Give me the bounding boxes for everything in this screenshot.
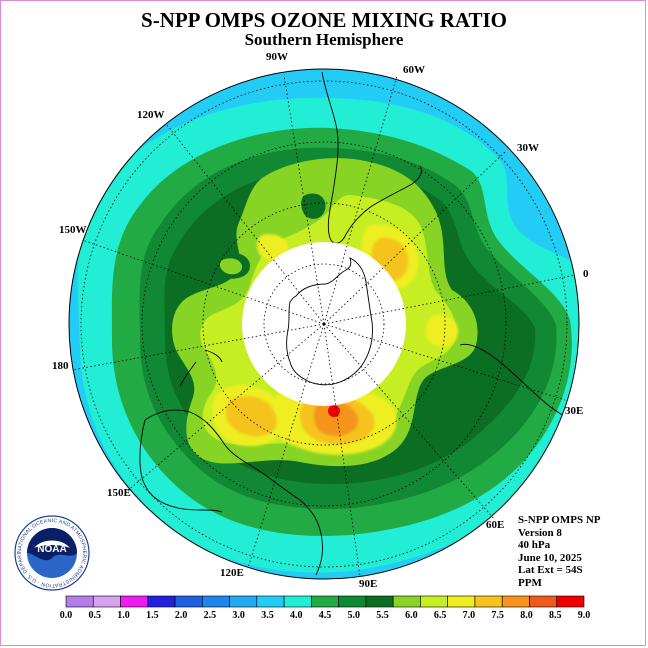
- colorbar-swatch: [65, 595, 94, 608]
- colorbar-swatch: [120, 595, 149, 608]
- colorbar-swatch: [365, 595, 394, 608]
- contour-6-0: [219, 258, 242, 275]
- colorbar-swatch: [92, 595, 121, 608]
- colorbar-tick-label: 5.5: [376, 610, 389, 621]
- colorbar-tick-label: 8.0: [520, 610, 533, 621]
- colorbar-swatch: [392, 595, 421, 608]
- colorbar-tick-label: 6.0: [405, 610, 418, 621]
- product-info: S-NPP OMPS NP Version 8 40 hPa June 10, …: [518, 514, 601, 589]
- colorbar-swatch: [529, 595, 558, 608]
- lon-label-120w: 120W: [137, 109, 165, 121]
- lon-label-60w: 60W: [403, 64, 425, 76]
- lon-label-60e: 60E: [486, 519, 504, 531]
- lon-label-90e: 90E: [359, 578, 377, 590]
- contour-7-5: [226, 396, 277, 437]
- colorbar-swatch: [229, 595, 258, 608]
- lon-label-30w: 30W: [517, 142, 539, 154]
- contour-8-0: [314, 400, 359, 436]
- antarctica-coastline: [286, 257, 373, 386]
- colorbar-swatch: [256, 595, 285, 608]
- lon-label-0: 0: [583, 268, 589, 280]
- info-lat-ext: Lat Ext = 54S: [518, 564, 583, 576]
- map-border: [68, 68, 580, 580]
- graticule: [71, 74, 576, 577]
- colorbar-tick-label: 0.5: [89, 610, 102, 621]
- lon-label-30e: 30E: [565, 405, 583, 417]
- colorbar-swatch: [501, 595, 530, 608]
- south-pole-marker: [322, 322, 326, 326]
- map-subtitle: Southern Hemisphere: [244, 30, 404, 49]
- colorbar-swatch: [147, 595, 176, 608]
- colorbar-tick-label: 4.5: [319, 610, 332, 621]
- colorbar-swatch: [447, 595, 476, 608]
- colorbar-swatch: [338, 595, 367, 608]
- lon-label-120e: 120E: [220, 567, 244, 579]
- info-pressure: 40 hPa: [518, 539, 551, 551]
- colorbar-swatch: [174, 595, 203, 608]
- colorbar-swatch: [311, 595, 339, 608]
- colorbar-swatch: [474, 595, 503, 608]
- colorbar-tick-label: 9.0: [578, 610, 591, 621]
- colorbar-swatch: [556, 595, 585, 608]
- colorbar-swatch: [420, 595, 448, 608]
- colorbar-tick-label: 1.5: [146, 610, 159, 621]
- longitude-labels: 90W 60W 120W 30W 150W 0 180 30E 150E 60E…: [52, 51, 589, 590]
- colorbar-tick-label: 2.5: [204, 610, 217, 621]
- lon-label-150w: 150W: [59, 224, 87, 236]
- colorbar-tick-label: 6.5: [434, 610, 447, 621]
- lon-label-150e: 150E: [107, 487, 131, 499]
- colorbar-tick-label: 4.0: [290, 610, 303, 621]
- lon-label-90w: 90W: [266, 51, 288, 63]
- colorbar-tick-label: 3.0: [232, 610, 245, 621]
- contour-8-5: [328, 405, 340, 417]
- noaa-logo-text: NOAA: [37, 544, 66, 555]
- colorbar-tick-label: 3.5: [261, 610, 274, 621]
- colorbar-swatch: [202, 595, 230, 608]
- map-title: S-NPP OMPS OZONE MIXING RATIO: [141, 8, 507, 32]
- info-units: PPM: [518, 576, 542, 589]
- colorbar-tick-label: 2.0: [175, 610, 188, 621]
- info-date: June 10, 2025: [518, 551, 582, 564]
- colorbar-tick-label: 8.5: [549, 610, 562, 621]
- lon-label-180: 180: [52, 360, 69, 372]
- colorbar-tick-label: 5.0: [348, 610, 361, 621]
- info-version: Version 8: [518, 526, 562, 539]
- colorbar-swatch: [283, 595, 312, 608]
- contour-7-0: [426, 315, 459, 347]
- colorbar-tick-label: 7.5: [491, 610, 504, 621]
- colorbar-labels: 0.0 0.5 1.0 1.5 2.0 2.5 3.0 3.5 4.0 4.5 5.0 5.5 6.0 6…: [60, 610, 591, 621]
- colorbar-tick-label: 0.0: [60, 610, 73, 621]
- info-instrument: S-NPP OMPS NP: [518, 514, 601, 526]
- colorbar-tick-label: 1.0: [117, 610, 130, 621]
- contour-5-5: [301, 193, 326, 219]
- colorbar-swatches: [65, 595, 585, 608]
- contour-7-0: [256, 234, 288, 260]
- colorbar-tick-label: 7.0: [463, 610, 476, 621]
